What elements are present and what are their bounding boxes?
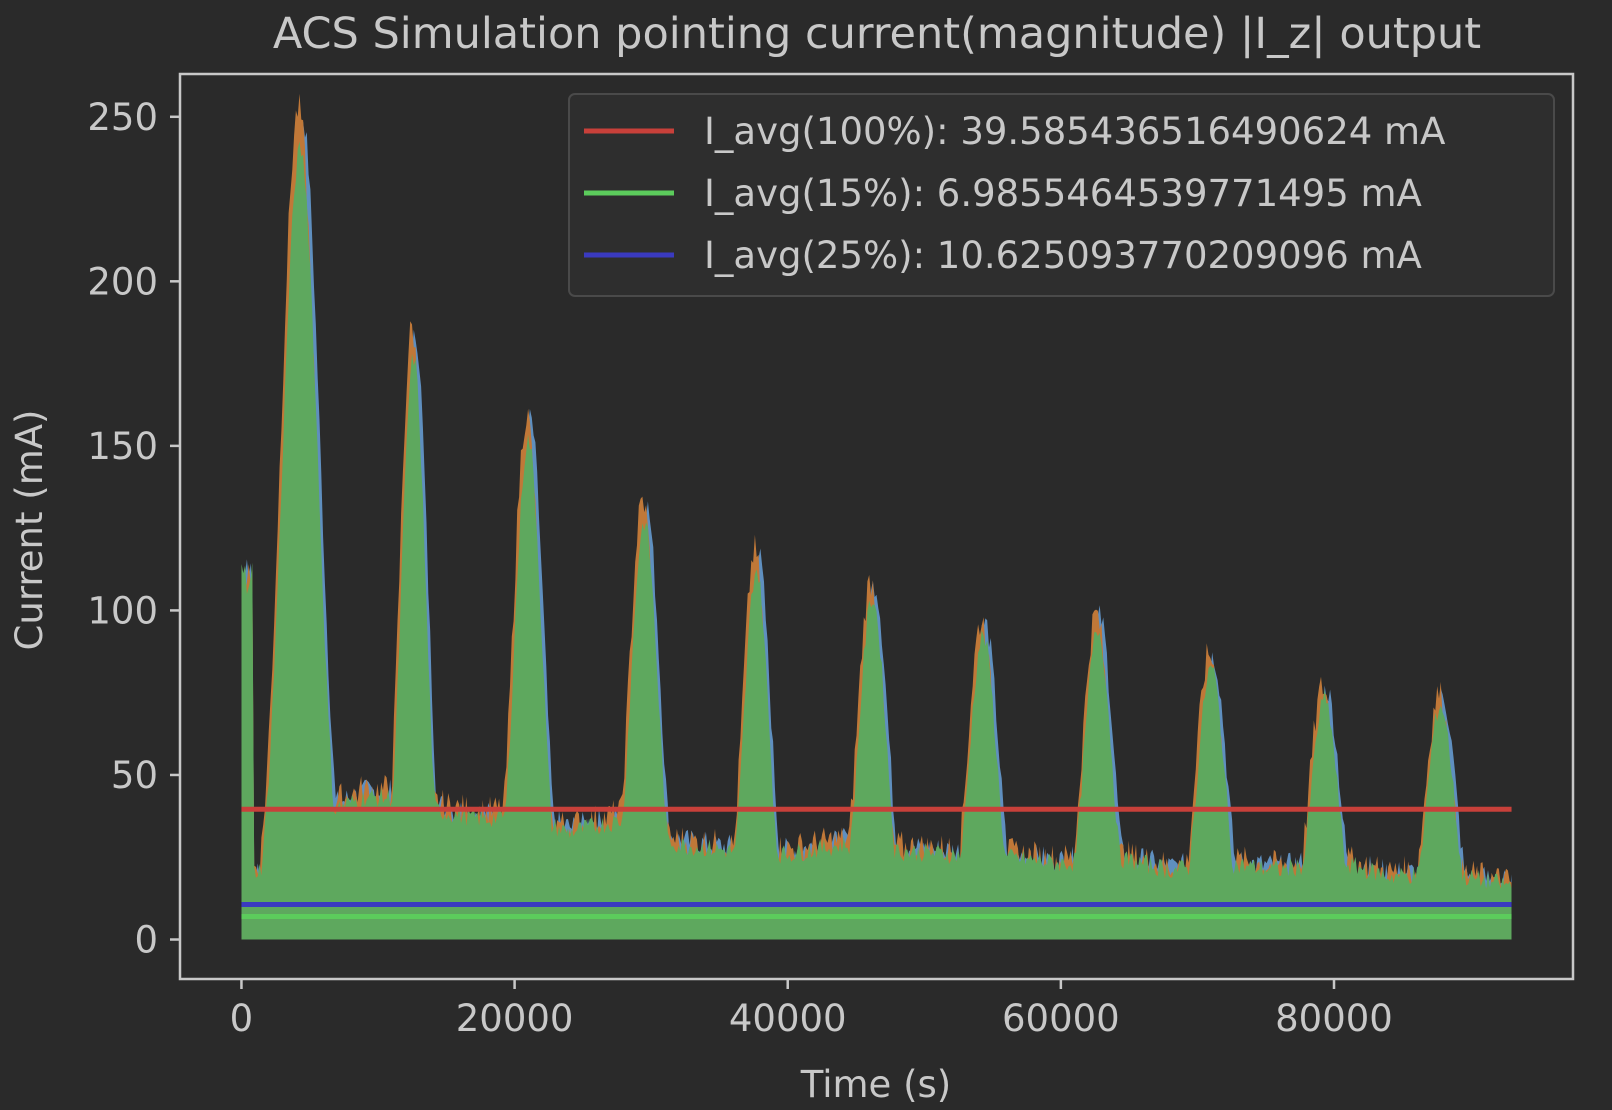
series-area-green xyxy=(241,141,1512,940)
chart-title: ACS Simulation pointing current(magnitud… xyxy=(273,9,1481,59)
y-tick-label: 0 xyxy=(134,919,158,962)
x-tick-label: 40000 xyxy=(729,997,847,1040)
legend-label-2: I_avg(25%): 10.625093770209096 mA xyxy=(704,234,1422,277)
x-tick-label: 20000 xyxy=(456,997,574,1040)
axes-frame xyxy=(178,72,1575,981)
y-axis: 0 50 100 150 200 250 xyxy=(87,96,180,962)
legend-label-0: I_avg(100%): 39.585436516490624 mA xyxy=(704,110,1445,153)
y-axis-label: Current (mA) xyxy=(8,410,51,651)
x-tick-label: 80000 xyxy=(1275,997,1393,1040)
y-tick-label: 250 xyxy=(87,96,158,139)
legend-box xyxy=(568,93,1555,297)
x-axis: 0 20000 40000 60000 80000 xyxy=(230,979,1393,1040)
legend: I_avg(100%): 39.585436516490624 mA I_avg(… xyxy=(568,93,1555,297)
y-tick-label: 200 xyxy=(87,260,158,303)
x-tick-label: 60000 xyxy=(1002,997,1120,1040)
y-tick-label: 150 xyxy=(87,425,158,468)
x-tick-label: 0 xyxy=(230,997,254,1040)
x-axis-label: Time (s) xyxy=(800,1063,951,1106)
average-lines xyxy=(241,806,1512,920)
y-tick-label: 100 xyxy=(87,589,158,632)
legend-label-1: I_avg(15%): 6.9855464539771495 mA xyxy=(704,172,1422,215)
plot-area xyxy=(241,93,1512,940)
series-layer xyxy=(241,93,1512,940)
y-tick-label: 50 xyxy=(111,754,158,797)
